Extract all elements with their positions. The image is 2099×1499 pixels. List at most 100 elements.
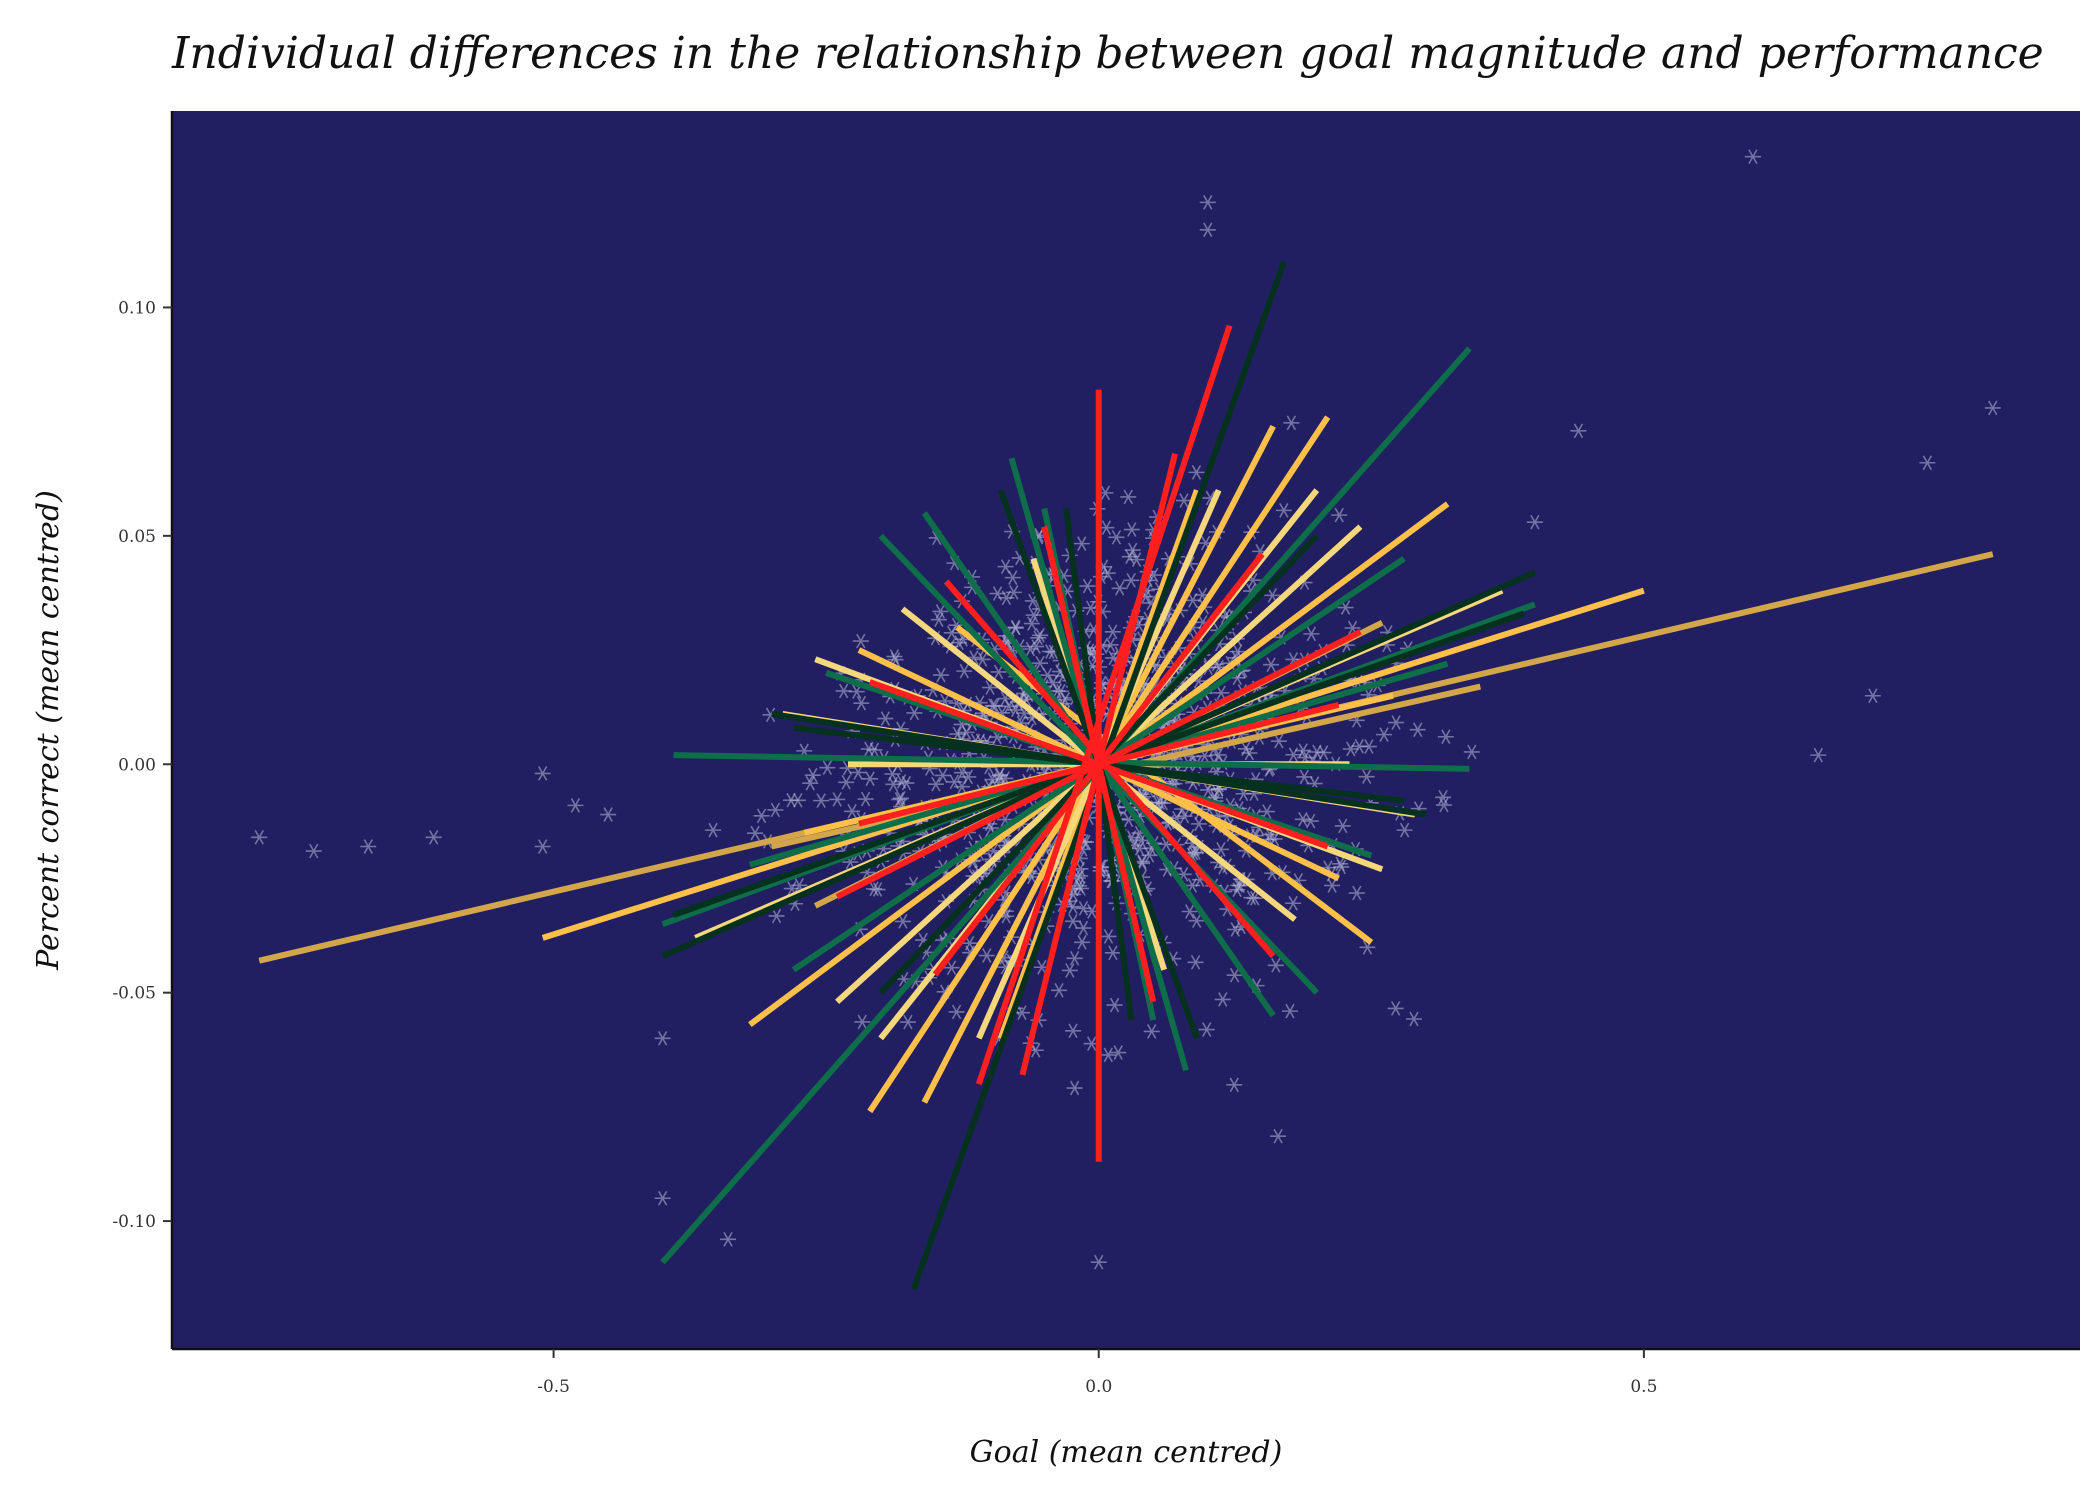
data-point — [1100, 929, 1117, 944]
data-point — [1099, 565, 1116, 581]
data-point — [1061, 963, 1078, 978]
data-point — [1984, 400, 2001, 416]
data-point — [1073, 881, 1090, 896]
y-tick-label: -0.10 — [112, 1212, 156, 1232]
data-point — [854, 1014, 871, 1030]
data-point — [857, 791, 874, 807]
data-point — [898, 775, 915, 791]
data-point — [1120, 489, 1137, 505]
data-point — [1267, 958, 1284, 973]
data-point — [892, 791, 909, 806]
data-point — [720, 1232, 737, 1247]
data-point — [705, 822, 722, 838]
data-point — [1463, 744, 1480, 760]
data-point — [1296, 769, 1313, 785]
data-point — [1270, 1128, 1287, 1144]
data-point — [1198, 1022, 1215, 1037]
data-point — [1074, 934, 1091, 950]
data-point — [930, 612, 947, 628]
data-point — [1181, 904, 1198, 919]
data-point — [869, 882, 886, 897]
data-point — [1199, 222, 1216, 238]
data-point — [1073, 536, 1090, 551]
data-point — [1864, 688, 1881, 704]
data-point — [1387, 1001, 1404, 1016]
data-point — [1333, 859, 1350, 875]
data-point — [997, 559, 1014, 574]
data-point — [1005, 585, 1022, 600]
data-point — [753, 808, 770, 824]
y-tick-label: -0.05 — [112, 984, 156, 1004]
data-point — [1066, 1080, 1083, 1096]
data-point — [1111, 580, 1128, 596]
data-point — [1342, 741, 1359, 757]
data-point — [1072, 868, 1089, 884]
data-point — [1022, 641, 1039, 657]
data-point — [1025, 607, 1042, 623]
data-point — [1123, 522, 1140, 537]
chart-title: Individual differences in the relationsh… — [171, 28, 2044, 79]
data-point — [360, 839, 377, 854]
data-point — [894, 914, 911, 929]
data-point — [866, 742, 883, 758]
data-point — [1100, 1047, 1117, 1063]
data-point — [978, 948, 995, 963]
data-point — [1437, 729, 1454, 745]
data-point — [1102, 637, 1119, 653]
data-point — [1810, 747, 1827, 763]
data-point — [906, 705, 923, 721]
data-point — [1241, 745, 1258, 761]
data-point — [1324, 878, 1341, 893]
data-point — [1275, 503, 1292, 518]
data-point — [1079, 578, 1096, 594]
data-point — [934, 768, 951, 783]
data-point — [783, 792, 800, 808]
data-point — [1264, 588, 1281, 603]
data-point — [1376, 727, 1393, 742]
data-point — [1175, 493, 1192, 508]
data-point — [885, 777, 902, 792]
data-point — [1007, 702, 1024, 718]
data-point — [1283, 415, 1300, 431]
data-point — [891, 792, 908, 807]
y-axis-title: Percent correct (mean centred) — [31, 490, 66, 971]
data-point — [932, 667, 949, 683]
data-point — [932, 604, 949, 619]
data-point — [425, 830, 442, 845]
data-point — [899, 1014, 916, 1030]
data-point — [1315, 745, 1332, 760]
data-point — [1331, 507, 1348, 523]
data-point — [1032, 655, 1049, 671]
data-point — [654, 1190, 671, 1206]
data-point — [1110, 1045, 1127, 1060]
data-point — [943, 625, 960, 641]
y-tick-label: 0.05 — [118, 527, 156, 547]
data-point — [1184, 878, 1201, 893]
slope-line — [975, 324, 1233, 1085]
data-point — [1226, 967, 1243, 983]
data-point — [1108, 529, 1125, 545]
data-point — [1214, 992, 1231, 1007]
data-point — [1258, 804, 1275, 819]
data-point — [1360, 739, 1377, 754]
data-point — [1302, 813, 1319, 829]
data-point — [1075, 920, 1092, 936]
data-point — [943, 960, 960, 976]
data-point — [1052, 684, 1069, 699]
data-point — [1285, 895, 1302, 911]
data-point — [1007, 619, 1024, 635]
data-point — [1104, 945, 1121, 961]
data-point — [1133, 833, 1150, 848]
x-axis-ticks: -0.5 0.0 0.5 — [537, 1349, 1657, 1397]
data-point — [1188, 913, 1205, 929]
data-point — [1285, 747, 1302, 763]
data-point — [804, 767, 821, 783]
data-point — [654, 1031, 671, 1046]
data-point — [862, 771, 879, 787]
data-point — [852, 633, 869, 649]
data-point — [819, 760, 836, 776]
data-point — [1188, 465, 1205, 480]
x-axis-title: Goal (mean centred) — [970, 1435, 1283, 1470]
data-point — [1281, 1003, 1298, 1019]
data-point — [1121, 549, 1138, 564]
